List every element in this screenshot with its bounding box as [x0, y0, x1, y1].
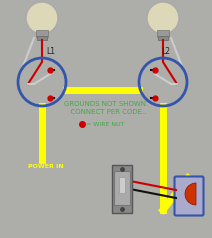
Bar — [37, 36, 47, 40]
Text: L2: L2 — [161, 47, 170, 56]
Bar — [157, 30, 169, 37]
FancyBboxPatch shape — [174, 177, 204, 215]
Circle shape — [26, 2, 58, 34]
Circle shape — [147, 2, 179, 34]
Text: L1: L1 — [46, 47, 55, 56]
Text: POWER IN: POWER IN — [28, 164, 64, 169]
Bar — [158, 36, 168, 40]
Wedge shape — [185, 183, 196, 205]
Text: = WIRE NUT: = WIRE NUT — [86, 122, 124, 127]
Bar — [114, 171, 130, 205]
Bar — [36, 30, 48, 37]
Bar — [112, 165, 132, 213]
Text: GROUNDS NOT SHOWN.
  CONNECT PER CODE..: GROUNDS NOT SHOWN. CONNECT PER CODE.. — [64, 101, 148, 114]
Bar — [119, 177, 125, 193]
